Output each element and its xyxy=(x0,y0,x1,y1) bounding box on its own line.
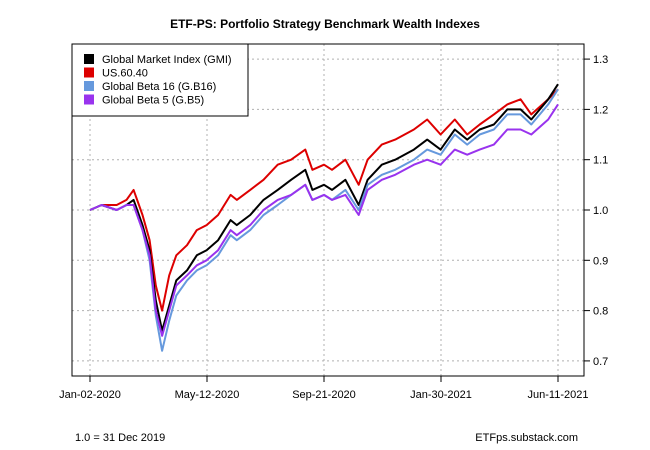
footer-source: ETFps.substack.com xyxy=(475,432,578,444)
legend-entry: Global Market Index (GMI) xyxy=(102,54,232,66)
x-tick-label: Jun-11-2021 xyxy=(528,389,589,401)
y-axis: 0.7 0.8 0.9 1.0 1.1 1.2 1.3 xyxy=(584,54,608,368)
series-line xyxy=(89,83,559,332)
legend-box xyxy=(71,43,249,117)
y-tick-label: 1.3 xyxy=(593,54,608,66)
y-tick-label: 1.1 xyxy=(593,155,608,167)
legend-entry: Global Beta 16 (G.B16) xyxy=(102,81,216,93)
x-tick-label: Jan-02-2020 xyxy=(59,389,121,401)
series-line xyxy=(89,103,559,337)
legend-swatch xyxy=(84,81,94,91)
legend-swatch xyxy=(84,54,94,64)
legend-swatch xyxy=(84,67,94,78)
x-tick-label: May-12-2020 xyxy=(175,389,240,401)
legend-entry: Global Beta 5 (G.B5) xyxy=(102,95,204,107)
y-tick-label: 1.2 xyxy=(593,104,608,116)
x-axis: Jan-02-2020 May-12-2020 Sep-21-2020 Jan-30-… xyxy=(59,376,588,401)
legend: Global Market Index (GMI)US.60.40Global … xyxy=(71,43,249,117)
x-tick-label: Jan-30-2021 xyxy=(410,389,472,401)
series-line xyxy=(89,88,559,312)
y-tick-label: 0.7 xyxy=(593,356,608,368)
y-tick-label: 0.9 xyxy=(593,255,608,267)
series-lines xyxy=(89,83,559,352)
footer-baseline-note: 1.0 = 31 Dec 2019 xyxy=(75,432,165,444)
x-tick-label: Sep-21-2020 xyxy=(292,389,356,401)
chart-title: ETF-PS: Portfolio Strategy Benchmark Wea… xyxy=(170,17,480,31)
y-tick-label: 0.8 xyxy=(593,306,608,318)
legend-swatch xyxy=(84,94,94,105)
legend-entry: US.60.40 xyxy=(102,68,148,80)
y-tick-label: 1.0 xyxy=(593,205,608,217)
